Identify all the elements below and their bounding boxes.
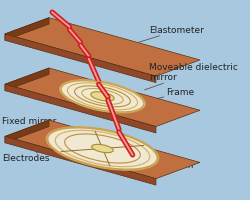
- Text: Electrodes: Electrodes: [2, 149, 49, 163]
- Polygon shape: [5, 120, 49, 143]
- Ellipse shape: [60, 80, 145, 113]
- Text: Elastometer: Elastometer: [138, 26, 204, 42]
- Text: Frame: Frame: [147, 88, 195, 101]
- Polygon shape: [5, 18, 49, 40]
- Polygon shape: [5, 120, 200, 179]
- Polygon shape: [5, 68, 49, 91]
- Text: Fixed mirror: Fixed mirror: [2, 117, 56, 132]
- Text: Moveable dielectric
mirror: Moveable dielectric mirror: [144, 63, 238, 90]
- Ellipse shape: [92, 144, 113, 153]
- Polygon shape: [5, 84, 156, 133]
- Ellipse shape: [46, 127, 159, 170]
- Polygon shape: [5, 136, 156, 185]
- Text: IR beam: IR beam: [134, 154, 193, 170]
- Polygon shape: [5, 18, 200, 76]
- Polygon shape: [5, 34, 156, 83]
- Polygon shape: [5, 68, 200, 127]
- Ellipse shape: [91, 92, 114, 101]
